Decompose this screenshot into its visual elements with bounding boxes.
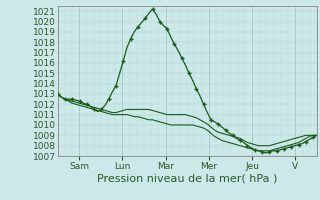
X-axis label: Pression niveau de la mer( hPa ): Pression niveau de la mer( hPa ) <box>97 173 277 183</box>
